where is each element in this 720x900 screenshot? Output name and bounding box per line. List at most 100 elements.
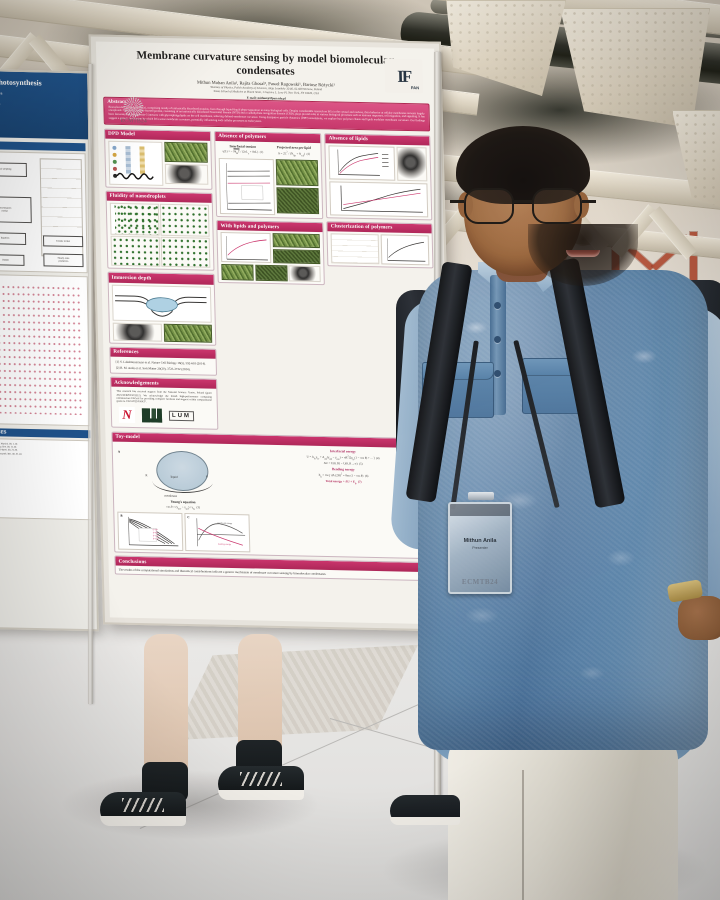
toy-label-liquid: liquid — [170, 474, 178, 479]
badge-name: Mithun Anila — [463, 538, 497, 544]
bystander-shoe-left — [100, 792, 186, 826]
lipids-plot-a — [328, 145, 396, 181]
glasses-bridge — [514, 200, 532, 203]
polymer-plot-a — [218, 158, 276, 216]
cluster-table — [330, 233, 380, 265]
toy-plot-b: B — [117, 511, 184, 552]
lipids-polymers-plot-svg — [226, 236, 269, 261]
badge-header-bar — [450, 504, 510, 516]
cluster-plot-svg — [387, 238, 426, 262]
neighbour-poster-board[interactable]: ... of C₄ photosynthesis ... & Zosia Nik… — [0, 68, 99, 632]
panel-dpd-model: DPD Model — [103, 128, 213, 190]
poster-columns: DPD Model — [103, 128, 438, 437]
neighbour-poster-title: ... of C₄ photosynthesis — [0, 77, 42, 88]
ifpan-logo: IF PAN — [384, 58, 424, 94]
toy-plot-b-legend: θ=60° θ=90° θ=120° θ=150° — [152, 529, 160, 541]
clusterization-body — [328, 231, 433, 267]
institute-logo — [141, 407, 163, 423]
right-hand — [678, 596, 720, 640]
neighbour-poster-authors: ... & Zosia Nikolova — [0, 90, 3, 96]
funding-logos: N LUM — [115, 404, 215, 426]
ifpan-pan-text: PAN — [410, 85, 420, 91]
toy-plot-c-label-interfacial: interfacial energy — [217, 522, 233, 526]
interfacial-tension-equation: γ(L) = − 9kBT / (2πLx + 8πL) (1) — [222, 148, 264, 155]
toy-model-diagram: A vapor liquid R θ membrane — [116, 450, 249, 501]
panel-immersion-depth: Immersion depth — [107, 271, 217, 346]
lipids-polymers-plot — [220, 232, 272, 264]
panel-letter-b: B — [120, 513, 123, 518]
shirt-button — [494, 370, 501, 377]
snapshot-b — [272, 248, 321, 264]
badge-clip — [468, 492, 494, 500]
neighbour-poster-title-block: ... of C₄ photosynthesis ... & Zosia Nik… — [0, 70, 89, 140]
flow-node: Output — [0, 253, 25, 266]
fluidity-plot-d — [160, 237, 211, 269]
absence-of-lipids-body — [326, 143, 432, 219]
glasses-temple-left — [450, 200, 464, 203]
panel-fluidity: Fluidity of nanodroplets — [105, 190, 215, 272]
flow-node: Kinetic model — [42, 235, 84, 247]
fluidity-body — [107, 201, 214, 271]
ifpan-glyph: IF — [397, 66, 411, 86]
neighbour-results-figure — [0, 273, 91, 427]
panel-letter-a: A — [117, 449, 121, 454]
neighbour-references-body: [1] Author A. et al. Plant Physiol. 00, … — [0, 437, 92, 520]
ncn-logo: N — [118, 406, 136, 423]
shoe-sole — [390, 817, 460, 825]
fluidity-plot-b — [160, 203, 210, 237]
acknowledgements-body: This research has received support from … — [111, 387, 217, 429]
glasses-lens-right — [532, 188, 582, 224]
reference-item: [2] B. M. Anila et al. Soft Matter 20(20… — [115, 365, 191, 372]
neighbour-section-methods-header: METHODS — [0, 140, 86, 152]
panel-toy-model: Toy-model A vapor liquid R — [111, 431, 441, 560]
bystander-shoe-right — [218, 766, 304, 800]
flow-node: Steady-state prediction — [43, 253, 84, 267]
lum-logo: LUM — [168, 410, 195, 422]
immersion-diagram — [111, 284, 212, 323]
polymer-plot-a-svg — [226, 163, 272, 211]
lipids-plot-c-svg — [340, 185, 424, 213]
droplet-circle — [152, 450, 213, 494]
references-body: [1] S. Lakshminarayan et al. Nature Cell… — [111, 356, 217, 375]
panel-acknowledgements: Acknowledgements This research has recei… — [110, 376, 219, 430]
immersion-depth-body — [109, 282, 216, 344]
membrane-arc — [152, 470, 213, 494]
dpd-model-body — [105, 138, 211, 188]
badge-role: Presenter — [472, 546, 488, 550]
young-equation: cos θ = (γmv − γml) / γlv (3) — [166, 504, 201, 511]
poster-column-right: Absence of lipids — [324, 132, 438, 437]
membrane-dip-curve — [114, 294, 207, 317]
snapshot-c — [221, 263, 254, 281]
main-poster-board[interactable]: ECMTB24 IF PAN Membrane curvature sensin… — [88, 34, 456, 632]
poster-title: Membrane curvature sensing by model biom… — [136, 49, 395, 78]
panel-with-lipids-and-polymers: With lipids and polymers — [216, 219, 326, 285]
poster-stand-post — [88, 64, 93, 704]
burst-icon — [123, 97, 144, 118]
immersion-snapshot-2 — [163, 323, 213, 343]
shoe-sole — [100, 816, 186, 826]
lipids-plot-a-svg — [337, 149, 390, 176]
shirt-placket — [490, 275, 506, 415]
toy-plot-c-svg — [196, 518, 246, 547]
conference-badge[interactable]: Mithun Anila Presenter ECMTB24 — [448, 502, 512, 594]
trouser-seam — [522, 770, 524, 900]
trousers — [448, 730, 678, 900]
person: Mithun Anila Presenter ECMTB24 — [389, 126, 720, 900]
fluidity-plot-a — [109, 202, 160, 236]
polymer-chain-icon — [116, 172, 154, 180]
with-lipids-and-polymers-body — [218, 230, 325, 284]
dpd-bead-diagram — [108, 140, 163, 186]
poster-column-middle: Absence of polymers Interfacial tension … — [214, 130, 329, 434]
ecmtb-logo: ECMTB24 — [111, 97, 156, 125]
poster-content: ECMTB24 IF PAN Membrane curvature sensin… — [95, 41, 449, 625]
toy-plot-b-svg — [128, 517, 179, 547]
absence-of-polymers-body: Interfacial tension γ(L) = − 9kBT / (2πL… — [215, 141, 322, 219]
neighbour-section-references-header: REFERENCES — [0, 427, 91, 438]
membrane-render-1 — [275, 159, 319, 187]
bystander-legs — [70, 634, 320, 900]
neighbour-poster-affiliation: Institute of Plant GeneticsPolish Academ… — [0, 98, 82, 111]
bystander-leg-left — [144, 634, 188, 784]
shirt-button — [494, 336, 501, 343]
rivet-pattern — [561, 9, 709, 127]
